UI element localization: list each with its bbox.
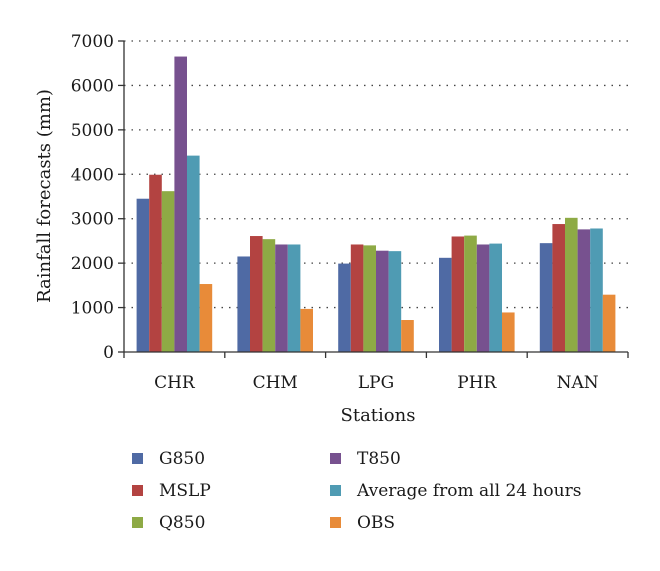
bar-lpg-q850 — [363, 245, 376, 352]
bar-chm-t850 — [275, 244, 288, 352]
legend-swatch — [132, 453, 143, 464]
legend-item-obs: OBS — [330, 513, 395, 533]
bar-phr-g850 — [439, 257, 452, 352]
legend-swatch — [330, 485, 341, 496]
bar-phr-mslp — [451, 236, 465, 352]
bar-chr-t850 — [174, 56, 187, 353]
legend-swatch — [330, 517, 341, 528]
bars — [136, 56, 616, 353]
bar-lpg-mslp — [350, 244, 364, 352]
bar-phr-average-from-all-24-hours — [489, 243, 502, 352]
bar-chr-g850 — [136, 198, 150, 352]
y-tick-label: 7000 — [71, 32, 114, 52]
bar-nan-mslp — [552, 224, 565, 352]
x-tick-label: NAN — [557, 373, 599, 393]
legend-label: OBS — [357, 513, 395, 533]
legend-label: MSLP — [159, 481, 211, 501]
y-tick-label: 5000 — [71, 121, 114, 141]
legend-label: Q850 — [159, 513, 205, 533]
legend: G850 MSLP Q850 T850 Average from all 24 hour… — [132, 449, 581, 533]
bar-lpg-t850 — [376, 250, 389, 352]
legend-item-average-from-all-24-hours: Average from all 24 hours — [330, 481, 581, 501]
bar-chm-g850 — [237, 256, 250, 352]
bar-lpg-average-from-all-24-hours — [388, 251, 402, 352]
y-tick-label: 3000 — [71, 210, 114, 230]
legend-label: Average from all 24 hours — [356, 481, 581, 501]
legend-label: G850 — [159, 449, 205, 469]
bar-chm-q850 — [262, 239, 276, 352]
bar-chr-obs — [199, 284, 213, 352]
legend-item-mslp: MSLP — [132, 481, 211, 501]
y-tick-label: 4000 — [71, 165, 114, 185]
y-tick-label: 0 — [103, 343, 114, 363]
bar-chr-average-from-all-24-hours — [187, 155, 200, 352]
x-axis-title: Stations — [341, 405, 416, 426]
bar-phr-q850 — [464, 235, 477, 352]
bar-chm-obs — [300, 308, 313, 352]
x-tick-label: CHR — [154, 373, 196, 393]
bar-nan-g850 — [539, 243, 553, 352]
legend-label: T850 — [357, 449, 401, 469]
y-tick-label: 6000 — [71, 76, 114, 96]
axes — [123, 41, 628, 353]
x-tick-label: PHR — [457, 373, 497, 393]
legend-item-g850: G850 — [132, 449, 205, 469]
legend-item-t850: T850 — [330, 449, 401, 469]
y-tick-label: 2000 — [71, 254, 114, 274]
legend-swatch — [330, 453, 341, 464]
bar-lpg-g850 — [338, 263, 351, 352]
x-tick-label: CHM — [253, 373, 298, 393]
bar-chm-average-from-all-24-hours — [287, 244, 301, 352]
bar-nan-average-from-all-24-hours — [590, 228, 603, 352]
bar-nan-q850 — [565, 217, 578, 352]
x-tick-label: LPG — [358, 373, 394, 393]
y-ticks: 0 1000 2000 3000 4000 5000 6000 7000 — [71, 32, 124, 363]
y-axis-title: Rainfall forecasts (mm) — [34, 89, 55, 303]
bar-chr-mslp — [149, 174, 162, 352]
legend-swatch — [132, 517, 143, 528]
bar-nan-t850 — [577, 229, 591, 352]
legend-item-q850: Q850 — [132, 513, 205, 533]
y-tick-label: 1000 — [71, 299, 114, 319]
bar-chm-mslp — [250, 236, 263, 352]
bar-lpg-obs — [401, 320, 414, 352]
bar-chr-q850 — [161, 191, 175, 352]
legend-swatch — [132, 485, 143, 496]
bar-phr-t850 — [476, 244, 490, 352]
bar-phr-obs — [502, 312, 515, 352]
x-ticks: CHR CHM LPG PHR NAN — [123, 352, 629, 393]
bar-nan-obs — [602, 294, 616, 352]
